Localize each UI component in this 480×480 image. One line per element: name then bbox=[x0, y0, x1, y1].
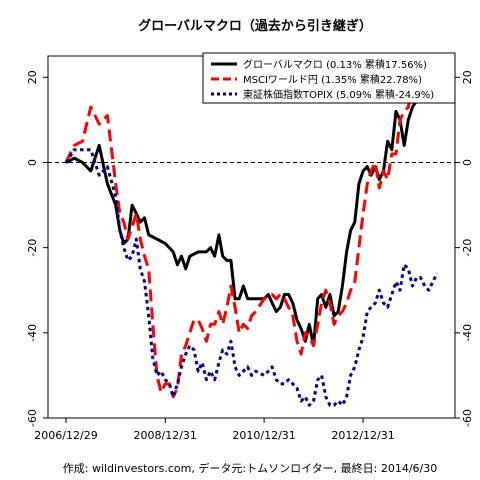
chart-title: グローバルマクロ（過去から引き継ぎ） bbox=[138, 18, 372, 34]
series-line-1 bbox=[65, 75, 439, 348]
legend-label-1: グローバルマクロ (0.13% 累積17.56%) bbox=[243, 58, 427, 71]
y-tick-label-left: -60 bbox=[26, 409, 39, 427]
y-tick-label-right: -40 bbox=[461, 324, 474, 342]
legend: グローバルマクロ (0.13% 累積17.56%) MSCIワールド円 (1.35… bbox=[202, 52, 456, 104]
y-tick-label-left: -40 bbox=[26, 324, 39, 342]
legend-label-2: MSCIワールド円 (1.35% 累積22.78%) bbox=[243, 73, 422, 86]
plot-frame bbox=[47, 55, 456, 419]
y-tick-label-left: 0 bbox=[26, 159, 39, 166]
legend-box bbox=[202, 52, 456, 104]
x-tick-label: 2006/12/29 bbox=[34, 429, 97, 442]
legend-label-3: 東証株価指数TOPIX (5.09% 累積-24.9%) bbox=[243, 88, 434, 101]
x-tick-label: 2012/12/31 bbox=[331, 429, 394, 442]
plot-area: -60 -60 -40 -40 -20 -20 0 0 20 20 2006/12/29 2008/1… bbox=[26, 55, 474, 442]
y-tick-label-left: 20 bbox=[26, 70, 39, 84]
y-tick-label-right: -60 bbox=[461, 409, 474, 427]
x-tick-label: 2010/12/31 bbox=[232, 429, 295, 442]
chart-footer: 作成: wildinvestors.com, データ元:トムソンロイター, 最終… bbox=[63, 461, 437, 475]
series-line-3 bbox=[64, 148, 439, 407]
y-tick-label-right: -20 bbox=[461, 239, 474, 257]
y-tick-label-right: 20 bbox=[461, 70, 474, 84]
y-tick-label-right: 0 bbox=[461, 159, 474, 166]
y-tick-label-left: -20 bbox=[26, 239, 39, 257]
series-group bbox=[64, 64, 439, 407]
series-line-2 bbox=[64, 64, 439, 399]
x-tick-label: 2008/12/31 bbox=[134, 429, 197, 442]
